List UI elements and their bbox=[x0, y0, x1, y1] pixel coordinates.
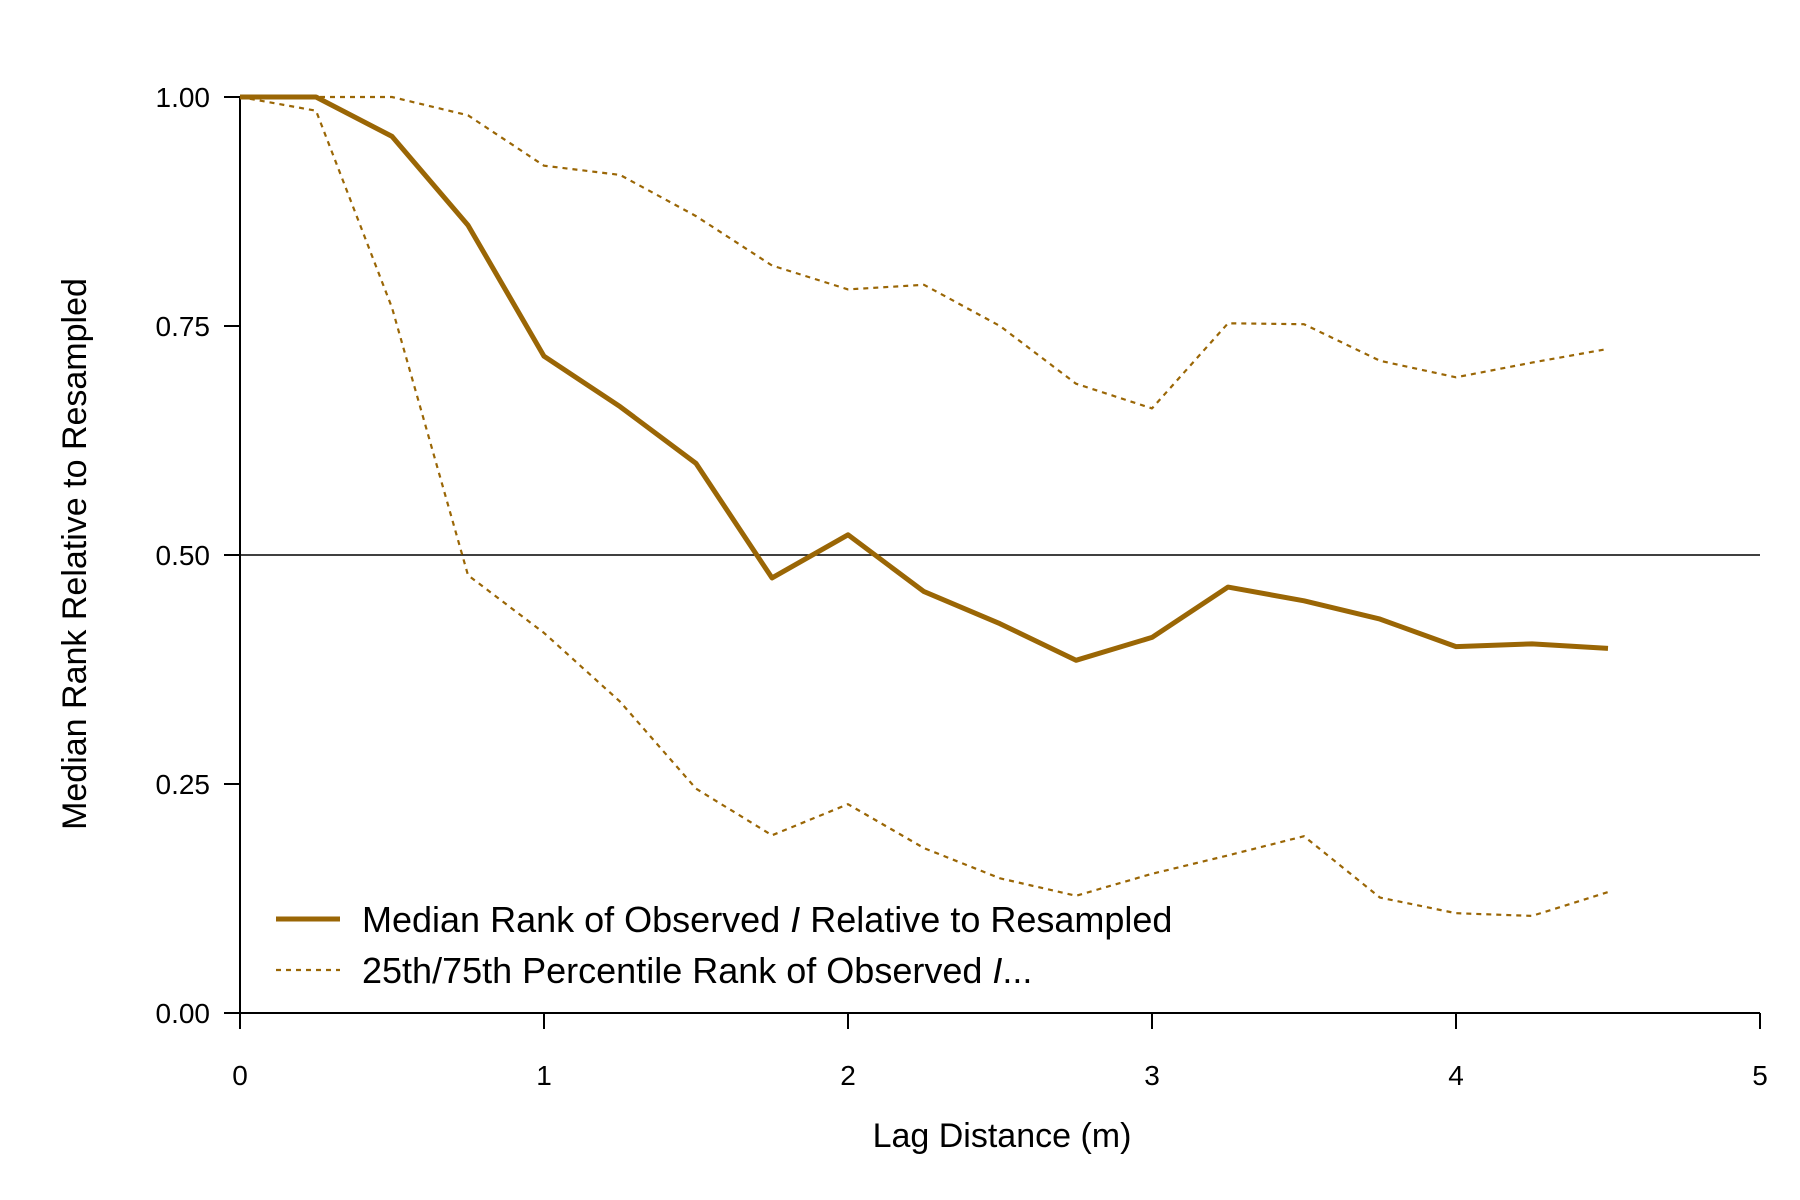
legend-entry-label: 25th/75th Percentile Rank of Observed I.… bbox=[362, 950, 1032, 991]
y-axis-title: Median Rank Relative to Resampled bbox=[56, 278, 94, 830]
y-tick-label: 0.75 bbox=[156, 311, 211, 342]
y-tick-label: 0.25 bbox=[156, 769, 211, 800]
x-tick-label: 2 bbox=[840, 1060, 856, 1091]
x-axis-title: Lag Distance (m) bbox=[873, 1117, 1132, 1155]
x-tick-label: 0 bbox=[232, 1060, 248, 1091]
x-tick-label: 5 bbox=[1752, 1060, 1768, 1091]
legend: Median Rank of Observed I Relative to Re… bbox=[276, 899, 1172, 991]
y-tick-label: 0.50 bbox=[156, 540, 211, 571]
x-tick-label: 1 bbox=[536, 1060, 552, 1091]
legend-entry-label: Median Rank of Observed I Relative to Re… bbox=[362, 899, 1172, 940]
series-line-75th-percentile bbox=[240, 95, 1609, 410]
y-tick-label: 0.00 bbox=[156, 998, 211, 1029]
series-line-median bbox=[240, 94, 1609, 663]
series-layer bbox=[239, 94, 1609, 918]
y-axis: 0.00 0.25 0.50 0.75 1.00 bbox=[156, 82, 241, 1029]
x-tick-label: 3 bbox=[1144, 1060, 1160, 1091]
series-line-25th-percentile bbox=[239, 95, 1609, 918]
x-axis: 0 1 2 3 4 5 bbox=[232, 1012, 1768, 1091]
y-tick-label: 1.00 bbox=[156, 82, 211, 113]
x-tick-label: 4 bbox=[1448, 1060, 1464, 1091]
